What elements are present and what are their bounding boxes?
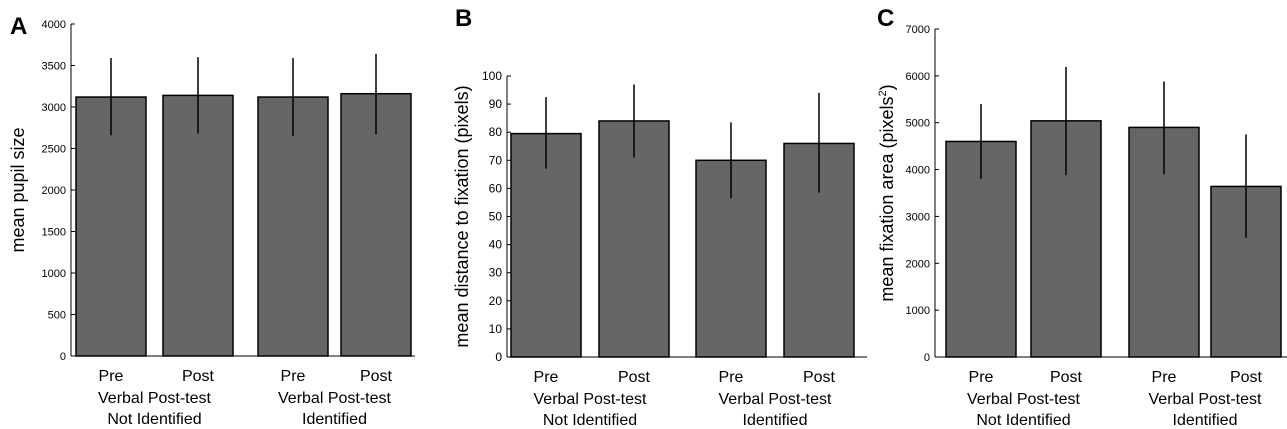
y-tick-label: 3500 (42, 61, 66, 73)
panel-a: A 0 500 1000 1500 2000 2500 3000 3500 4000 mean pu… (8, 13, 415, 428)
y-tick-label: 2500 (42, 144, 66, 156)
x-group-label: Verbal Post-test Not Identified (98, 390, 212, 428)
x-category-label: Pre (1152, 369, 1177, 386)
y-axis-title: mean pupil size (8, 127, 28, 252)
y-tick-label: 100 (482, 69, 502, 83)
y-tick-label: 5000 (906, 118, 930, 130)
x-category-label: Pre (99, 368, 124, 385)
x-group-label: Verbal Post-test Not Identified (534, 391, 648, 429)
x-category-label: Post (803, 369, 836, 386)
y-tick-label: 1500 (42, 227, 66, 239)
y-tick-label: 6000 (906, 71, 930, 83)
x-category-label: Post (618, 369, 651, 386)
y-tick-label: 60 (489, 181, 503, 195)
x-category-label: Pre (969, 369, 994, 386)
y-tick-label: 50 (489, 210, 503, 224)
panel-label: C (877, 5, 894, 32)
x-category-label: Pre (719, 369, 744, 386)
x-category-label: Pre (281, 368, 306, 385)
y-tick-label: 1000 (906, 305, 930, 317)
bar (510, 132, 582, 358)
x-category-label: Post (360, 368, 393, 385)
panel-b: B 0 10 20 30 40 50 60 70 80 90 100 mean distance to … (452, 5, 867, 429)
bar (340, 92, 412, 357)
y-tick-label: 500 (48, 310, 66, 322)
x-category-label: Post (182, 368, 215, 385)
x-category-label: Pre (534, 369, 559, 386)
x-group-label: Verbal Post-test Not Identified (967, 391, 1081, 429)
y-tick-label: 3000 (906, 211, 930, 223)
y-axis-title: mean distance to fixation (pixels) (452, 85, 472, 347)
y-tick-label: 30 (489, 266, 503, 280)
x-group-label: Verbal Post-test Identified (719, 391, 833, 429)
x-group-label: Verbal Post-test Identified (1149, 391, 1263, 429)
y-tick-label: 10 (489, 322, 503, 336)
x-group-label: Verbal Post-test Identified (278, 390, 392, 428)
y-tick-label: 4000 (42, 19, 66, 31)
bar (257, 96, 329, 357)
y-tick-label: 0 (924, 352, 930, 364)
y-tick-label: 70 (489, 153, 503, 167)
y-tick-label: 3000 (42, 102, 66, 114)
x-category-label: Post (1050, 369, 1083, 386)
bar (162, 94, 234, 357)
y-tick-label: 90 (489, 97, 503, 111)
y-tick-label: 0 (495, 350, 502, 364)
y-axis-title: mean fixation area (pixels2) (877, 84, 897, 301)
y-tick-label: 4000 (906, 165, 930, 177)
panel-label: A (10, 13, 27, 40)
y-tick-label: 2000 (42, 185, 66, 197)
y-tick-label: 1000 (42, 268, 66, 280)
y-tick-label: 20 (489, 294, 503, 308)
y-tick-label: 40 (489, 238, 503, 252)
y-tick-label: 0 (60, 351, 66, 363)
y-tick-label: 2000 (906, 258, 930, 270)
y-tick-label: 80 (489, 125, 503, 139)
bar (75, 96, 147, 357)
panel-c: C 0 1000 2000 3000 4000 5000 6000 7000 mean fixat… (877, 5, 1287, 429)
panel-label: B (455, 5, 472, 32)
x-category-label: Post (1230, 369, 1263, 386)
y-tick-label: 7000 (906, 24, 930, 36)
